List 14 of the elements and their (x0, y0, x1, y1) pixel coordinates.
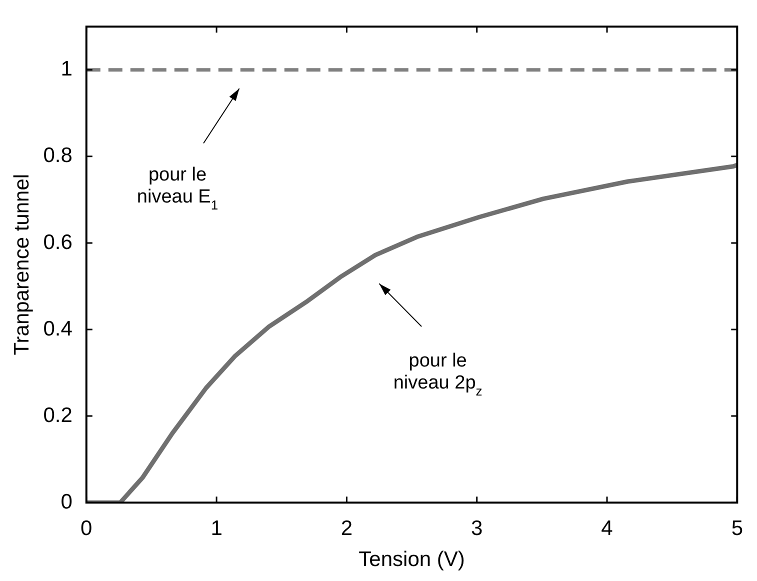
y-tick-label: 0.8 (43, 144, 72, 168)
x-tick-label: 2 (340, 516, 353, 540)
x-tick-label: 5 (731, 516, 744, 540)
y-tick-label: 1 (60, 58, 72, 81)
x-tick-label: 0 (80, 516, 92, 540)
y-tick-label: 0.2 (43, 404, 72, 427)
y-tick-label: 0 (60, 490, 72, 514)
y-tick-label: 0.6 (43, 230, 72, 254)
x-axis-title: Tension (V) (358, 548, 465, 572)
y-tick-label: 0.4 (43, 317, 73, 340)
x-tick-label: 4 (601, 516, 614, 540)
x-tick-label: 1 (210, 516, 222, 540)
y-axis-title: Tranparence tunnel (10, 174, 34, 356)
x-tick-label: 3 (471, 516, 483, 540)
